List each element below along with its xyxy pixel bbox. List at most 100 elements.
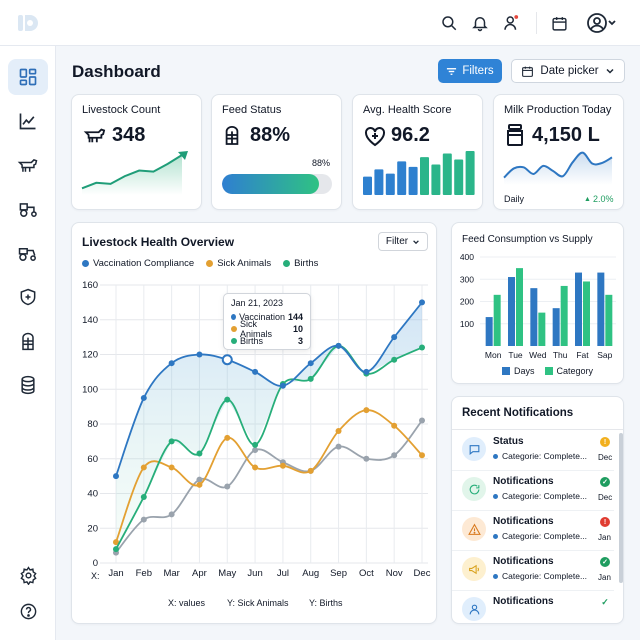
x-tick-label: Sep: [330, 568, 347, 579]
dashboard-icon: [19, 68, 37, 86]
health-bar: [385, 173, 395, 195]
legend-sick-animals[interactable]: Sick Animals: [206, 258, 271, 269]
tooltip-row-label: Sick Animals: [240, 319, 273, 339]
date-picker-label: Date picker: [540, 65, 599, 77]
filters-button[interactable]: Filters: [438, 59, 502, 83]
notification-category: Categorie: Complete...: [502, 451, 588, 461]
health-filter-dropdown[interactable]: Filter: [378, 232, 428, 251]
silo-icon: [22, 332, 34, 351]
sidebar: [0, 46, 56, 640]
notification-item[interactable]: Notifications Categorie: Complete... ✓ J…: [452, 551, 614, 591]
health-bar: [465, 151, 475, 195]
kpi-milk-card[interactable]: Milk Production Today 4,150 L Daily ▲ 2.…: [493, 94, 624, 210]
legend-vaccination-label: Vaccination Compliance: [93, 258, 195, 269]
account-menu[interactable]: [586, 12, 616, 34]
sidebar-item-dashboard[interactable]: [8, 59, 48, 95]
trend-up-icon: ▲: [584, 195, 591, 203]
avatar: [587, 13, 616, 33]
milk-change: ▲ 2.0%: [584, 194, 613, 204]
check-status-icon: ✓: [600, 557, 610, 567]
divider: [452, 429, 623, 430]
sidebar-item-feed[interactable]: [8, 323, 48, 359]
x-axis-prefix: X:: [91, 571, 100, 581]
data-point: [391, 356, 398, 363]
legend-category[interactable]: Category: [544, 366, 593, 376]
sidebar-item-health[interactable]: [8, 279, 48, 315]
kpi-livestock-card[interactable]: Livestock Count 348: [71, 94, 202, 210]
data-point: [196, 476, 203, 483]
legend-swatch: [206, 260, 214, 267]
legend-swatch: [82, 260, 89, 267]
legend-births[interactable]: Births: [283, 258, 318, 269]
legend-swatch: [502, 367, 510, 375]
sidebar-item-database[interactable]: [8, 367, 48, 403]
x-tick-label: Oct: [359, 568, 374, 579]
data-point: [335, 427, 342, 434]
filter-icon: [447, 67, 457, 75]
notification-time: Jan: [598, 573, 611, 582]
notification-subtitle: Categorie: Complete...: [493, 491, 587, 501]
data-point: [419, 344, 425, 351]
legend-swatch: [231, 326, 237, 332]
sidebar-item-settings[interactable]: [8, 557, 48, 593]
kpi-feed-card[interactable]: Feed Status 88% 88%: [211, 94, 342, 210]
feed-bar-chart[interactable]: 100 200 300 400 Mon Tue Wed Thu Fat Sap: [452, 249, 623, 367]
data-point: [113, 539, 119, 546]
y-tick-label: 0: [93, 558, 98, 569]
milk-can-icon: [507, 124, 523, 146]
sidebar-item-machinery[interactable]: [8, 235, 48, 271]
feed-progress-label: 88%: [312, 158, 331, 168]
feed-bar: [508, 277, 515, 346]
sidebar-item-equipment[interactable]: [8, 191, 48, 227]
sidebar-item-analytics[interactable]: [8, 103, 48, 139]
x-tick-label: Jan: [108, 568, 123, 579]
legend-vaccination[interactable]: Vaccination Compliance: [82, 258, 194, 269]
sidebar-item-livestock[interactable]: [8, 147, 48, 183]
calendar-icon[interactable]: [548, 12, 570, 34]
notification-category: Categorie: Complete...: [502, 571, 588, 581]
notification-item[interactable]: Notifications Categorie: Complete... ✓ D…: [452, 471, 614, 511]
sidebar-item-help[interactable]: [8, 593, 48, 629]
kpi-feed-value: 88%: [250, 124, 291, 146]
data-point: [168, 438, 175, 445]
legend-days[interactable]: Days: [502, 366, 535, 376]
x-tick-label: Feb: [136, 568, 152, 579]
x-tick-label: Fat: [576, 350, 589, 360]
health-line-chart[interactable]: 0 20 40 60 80 100 120 140 160 Jan Feb Mar Apr May Jun J…: [72, 277, 436, 593]
x-tick-label: Mon: [485, 350, 502, 360]
date-picker[interactable]: Date picker: [511, 59, 625, 83]
chevron-down-icon: [413, 239, 419, 244]
health-bar: [374, 169, 384, 195]
notifications-title: Recent Notifications: [462, 407, 574, 419]
search-icon[interactable]: [438, 12, 460, 34]
bell-icon[interactable]: [469, 12, 491, 34]
tooltip-row: Sick Animals 10: [231, 319, 303, 339]
help-icon: [20, 603, 36, 619]
notification-title: Notifications: [493, 476, 554, 487]
notifications-scrollbar[interactable]: [619, 433, 623, 583]
data-point: [140, 394, 147, 401]
notification-item[interactable]: Notifications Categorie: Complete... ! J…: [452, 511, 614, 551]
feed-bar: [493, 294, 501, 346]
user-notification-icon[interactable]: [500, 12, 522, 34]
feed-bar: [560, 285, 568, 346]
data-point: [363, 455, 370, 462]
cow-icon: [83, 128, 106, 143]
tooltip-row-value: 10: [292, 324, 303, 334]
health-legend: Vaccination Compliance Sick Animals Birt…: [82, 258, 318, 269]
data-point: [391, 452, 398, 459]
data-point: [168, 360, 175, 367]
health-overview-title: Livestock Health Overview: [82, 235, 235, 249]
kpi-health-card[interactable]: Avg. Health Score 96.2: [352, 94, 483, 210]
feed-bar: [516, 268, 523, 346]
notification-item[interactable]: Status Categorie: Complete... ! Dec: [452, 431, 614, 471]
tooltip-row-label: Vaccination: [239, 312, 285, 322]
feed-progress-fill: [222, 174, 319, 194]
user-icon: [462, 597, 486, 621]
silo-icon: [225, 126, 239, 145]
notification-time: Jan: [598, 533, 611, 542]
data-point: [335, 443, 342, 450]
refresh-icon: [462, 477, 486, 501]
data-point: [391, 422, 398, 429]
notification-item[interactable]: Notifications ✓: [452, 591, 614, 623]
